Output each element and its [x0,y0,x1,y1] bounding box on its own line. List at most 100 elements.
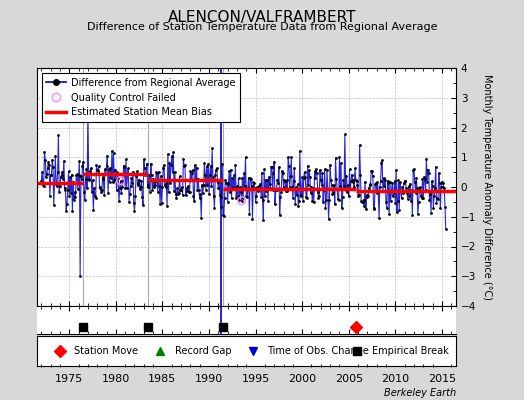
Point [432,200,441,206]
Point [200,160,209,166]
Point [252,193,260,200]
Point [181,162,189,168]
Point [332,176,341,182]
Point [110,177,118,183]
Point [99,176,107,182]
Point [219,212,227,218]
Point [75,158,83,164]
Point [176,186,184,193]
Point [381,176,389,183]
Point [433,195,441,201]
Point [112,176,120,182]
Point [47,172,56,178]
Point [408,187,416,193]
Point [378,157,386,164]
Point [236,184,244,190]
Point [366,182,374,188]
Point [324,186,332,192]
Point [250,185,259,192]
Point [87,165,95,171]
Point [132,173,140,179]
Point [394,176,402,183]
Point [415,185,423,191]
Point [95,183,104,190]
Point [303,195,311,201]
Point [301,174,310,180]
Point [354,193,362,199]
Point [429,183,437,189]
Point [436,205,444,212]
Point [155,182,163,189]
Point [346,186,355,192]
Point [355,142,364,148]
Point [210,193,218,199]
Point [186,168,194,174]
Point [274,179,282,186]
Point [257,193,265,200]
Point [424,166,432,173]
Point [321,205,330,211]
Point [139,202,147,208]
Point [200,182,208,188]
Point [69,178,78,185]
Point [362,206,370,212]
Point [242,193,250,199]
Point [259,216,268,223]
Point [345,193,353,200]
Point [293,181,302,188]
Point [149,176,157,182]
Point [333,186,341,192]
Point [286,184,294,190]
Point [56,183,64,190]
Point [363,191,372,198]
Point [431,185,439,191]
Point [213,165,221,172]
Point [340,182,348,189]
Point [101,166,109,172]
Point [307,184,315,190]
Point [410,166,418,172]
Point [305,167,313,173]
Point [398,184,407,190]
Point [62,207,70,214]
Point [402,184,410,191]
Point [265,181,274,187]
Point [88,189,96,196]
Point [147,160,155,167]
Point [79,158,88,165]
Point [225,168,233,174]
Point [376,178,385,185]
Point [427,210,435,216]
Y-axis label: Monthly Temperature Anomaly Difference (°C): Monthly Temperature Anomaly Difference (… [482,74,492,300]
Point [298,174,307,180]
Point [412,174,420,181]
Point [55,189,63,196]
Point [442,226,450,233]
Point [339,194,347,200]
Point [129,200,138,206]
Point [410,179,419,185]
Point [397,195,406,201]
Point [300,174,308,181]
Point [359,196,368,203]
Point [150,184,158,190]
Point [158,183,167,190]
Point [189,193,198,200]
Point [42,174,50,180]
Point [206,163,215,169]
Point [379,175,388,181]
Point [195,195,204,202]
Point [277,188,286,195]
Point [296,148,304,154]
Point [71,189,79,195]
Point [418,176,427,182]
Point [66,174,74,180]
Point [68,207,77,214]
Point [84,176,93,183]
Point [386,178,394,185]
Point [114,175,123,182]
Point [170,188,178,194]
Point [265,174,273,180]
Point [126,183,135,189]
Point [330,182,338,188]
